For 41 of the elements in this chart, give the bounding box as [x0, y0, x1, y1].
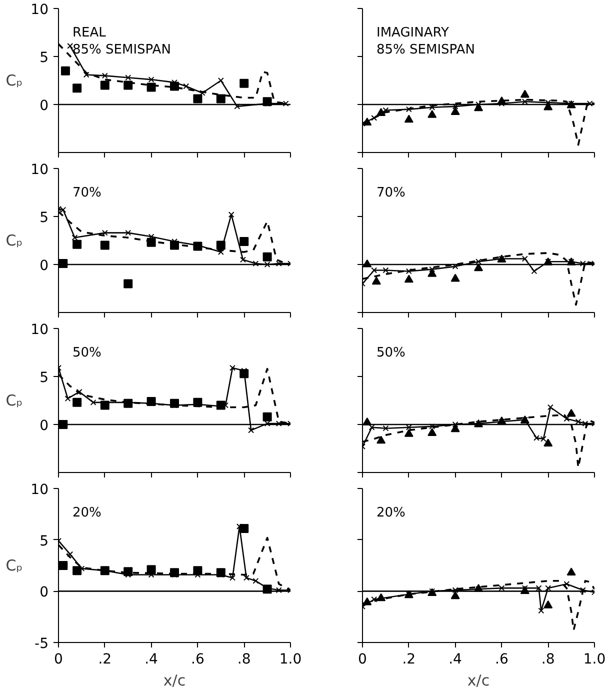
y-tick-label: 5 — [40, 50, 49, 66]
y-tick-label: 0 — [40, 258, 49, 274]
x-tick-label: .2 — [402, 652, 416, 668]
annotation: 70% — [376, 186, 406, 200]
annotation: 50% — [72, 346, 102, 360]
x-tick-label: .6 — [191, 652, 204, 668]
x-tick-label: .4 — [144, 652, 158, 668]
y-tick-label: 0 — [40, 584, 49, 601]
y-tick-label: -5 — [34, 636, 49, 652]
x-tick-label: .2 — [98, 652, 112, 668]
y-tick-label: 10 — [30, 482, 49, 498]
annotation: 50% — [376, 346, 406, 360]
x-tick-label: .8 — [237, 652, 251, 668]
x-tick-label: .4 — [448, 652, 462, 668]
annotation: REAL — [72, 26, 107, 40]
annotation: 70% — [72, 186, 102, 200]
annotation: 85% SEMISPAN — [72, 42, 171, 58]
y-axis-title: Cₚ — [6, 232, 23, 250]
x-axis-title: x/c — [163, 672, 186, 690]
x-axis-title: x/c — [467, 672, 490, 690]
x-tick-label: 0 — [54, 652, 63, 668]
y-tick-label: 10 — [30, 162, 49, 178]
y-tick-label: 10 — [30, 2, 49, 18]
y-tick-label: 0 — [40, 98, 49, 114]
annotation: 85% SEMISPAN — [376, 42, 475, 58]
y-axis-title: Cₚ — [6, 392, 23, 410]
annotation: 20% — [376, 506, 406, 520]
y-tick-label: 10 — [30, 322, 49, 338]
x-tick-label: 1.0 — [279, 652, 302, 668]
y-axis-title: Cₚ — [6, 72, 23, 90]
annotation: 20% — [72, 506, 102, 520]
y-tick-label: 5 — [40, 370, 49, 386]
x-tick-label: .6 — [495, 652, 508, 668]
y-tick-label: 0 — [40, 418, 49, 434]
x-tick-label: 0 — [358, 652, 367, 668]
annotation: IMAGINARY — [376, 26, 449, 40]
x-tick-label: 1.0 — [583, 652, 606, 668]
y-axis-title: Cₚ — [6, 556, 23, 574]
y-tick-label: 5 — [40, 210, 49, 226]
y-tick-label: 5 — [40, 533, 49, 550]
x-tick-label: .8 — [541, 652, 555, 668]
